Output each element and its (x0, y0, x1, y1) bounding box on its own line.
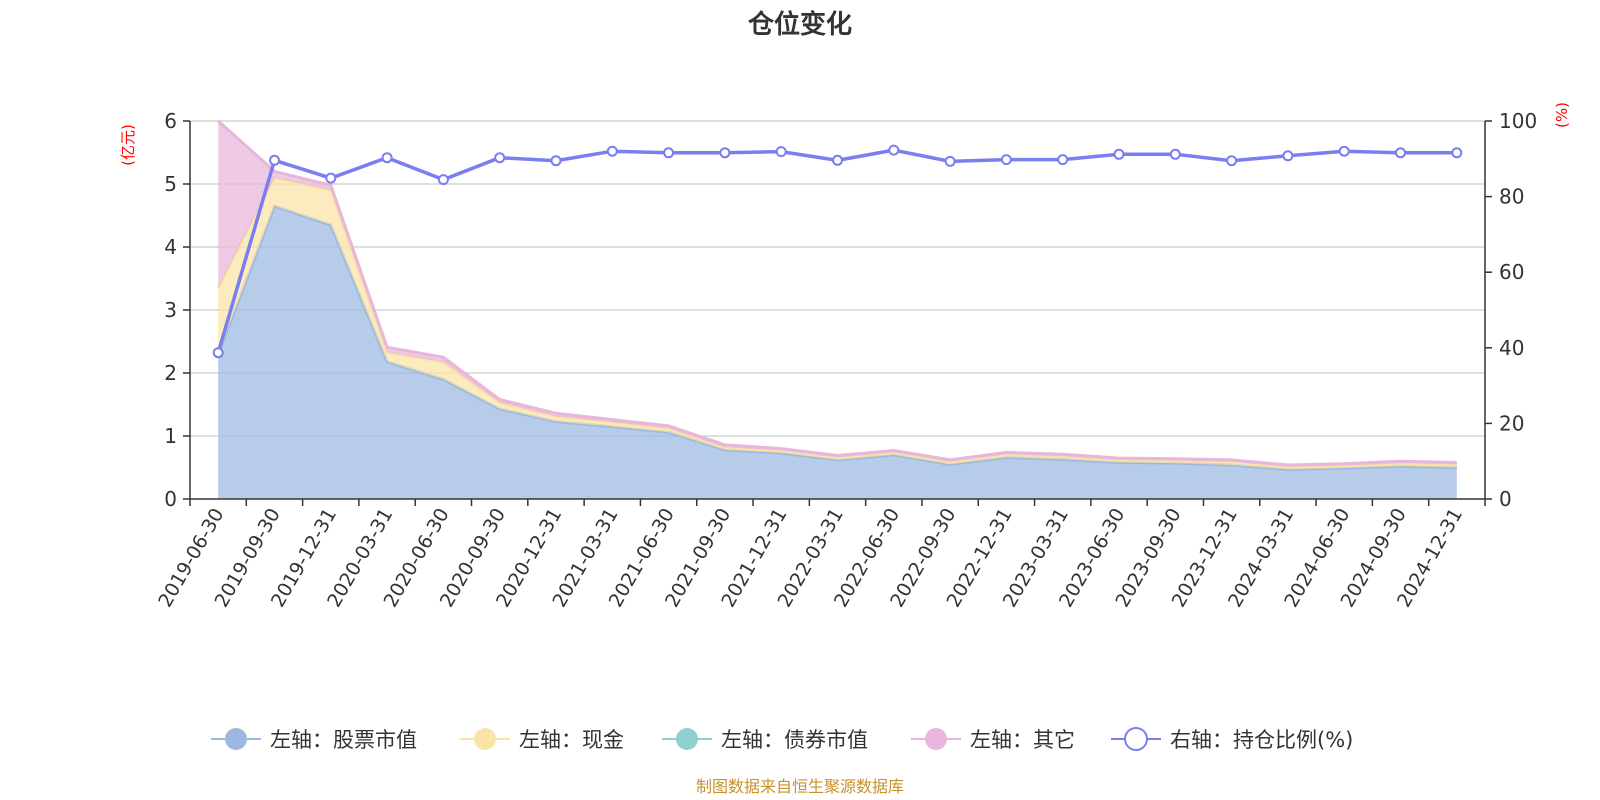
stacked-areas (216, 119, 1457, 499)
ratio-point (1057, 154, 1069, 166)
ratio-point (944, 155, 956, 167)
left-tick-label: 5 (164, 172, 177, 196)
right-tick-label: 20 (1499, 411, 1524, 435)
ratio-point (888, 144, 900, 156)
ratio-line (216, 148, 1457, 354)
right-axis-unit: (%) (1553, 102, 1571, 128)
ratio-point (269, 154, 280, 166)
ratio-point (1226, 155, 1238, 167)
legend-item[interactable]: 左轴：现金 (460, 728, 624, 752)
right-tick-label: 60 (1499, 260, 1524, 284)
ratio-point (606, 145, 618, 157)
area-edge-4 (217, 119, 1457, 467)
left-tick-label: 6 (164, 109, 177, 133)
ratio-point (832, 154, 843, 166)
ratio-point (663, 147, 675, 159)
legend-item[interactable]: 左轴：股票市值 (211, 728, 417, 752)
right-tick-label: 40 (1499, 336, 1524, 360)
ratio-point (775, 146, 787, 158)
ratio-point (1395, 147, 1406, 159)
ratio-point (1000, 154, 1012, 166)
left-tick-label: 1 (164, 424, 177, 448)
legend-label: 左轴：其它 (970, 728, 1075, 752)
chart-title: 仓位变化 (747, 9, 852, 40)
ratio-point (381, 152, 393, 164)
ratio-point (1113, 148, 1125, 160)
legend-label: 左轴：股票市值 (270, 728, 417, 752)
ratio-point (550, 155, 562, 167)
left-tick-label: 2 (164, 361, 177, 385)
legend-marker (1124, 727, 1148, 751)
right-tick-label: 0 (1499, 487, 1512, 511)
left-tick-label: 3 (164, 298, 177, 322)
right-tick-label: 100 (1499, 109, 1537, 133)
legend-marker (474, 728, 496, 750)
ratio-point (437, 174, 449, 186)
left-tick-label: 4 (164, 235, 177, 259)
legend-label: 左轴：债券市值 (721, 728, 868, 752)
legend: 左轴：股票市值 左轴：现金 左轴：债券市值 左轴：其它 右轴：持仓比例(%) (211, 727, 1353, 752)
ratio-point (494, 152, 506, 164)
legend-item[interactable]: 右轴：持仓比例(%) (1111, 727, 1353, 752)
ratio-point (719, 147, 731, 159)
legend-marker (225, 728, 247, 750)
left-axis-unit: (亿元) (119, 124, 137, 166)
source-note: 制图数据来自恒生聚源数据库 (696, 777, 904, 796)
legend-marker (925, 728, 947, 750)
ratio-point (1282, 150, 1294, 162)
ratio-point (1169, 148, 1181, 160)
legend-item[interactable]: 左轴：其它 (911, 728, 1075, 752)
ratio-point (212, 347, 224, 359)
left-tick-label: 0 (164, 487, 177, 511)
legend-label: 右轴：持仓比例(%) (1170, 728, 1353, 752)
ratio-point (1338, 145, 1350, 157)
area-1 (218, 206, 1457, 499)
ratio-point (1451, 147, 1463, 159)
legend-marker (676, 728, 698, 750)
ratio-point (325, 172, 337, 184)
legend-item[interactable]: 左轴：债券市值 (662, 728, 868, 752)
holding-ratio-line (212, 144, 1463, 359)
right-tick-label: 80 (1499, 185, 1524, 209)
legend-label: 左轴：现金 (519, 728, 624, 752)
